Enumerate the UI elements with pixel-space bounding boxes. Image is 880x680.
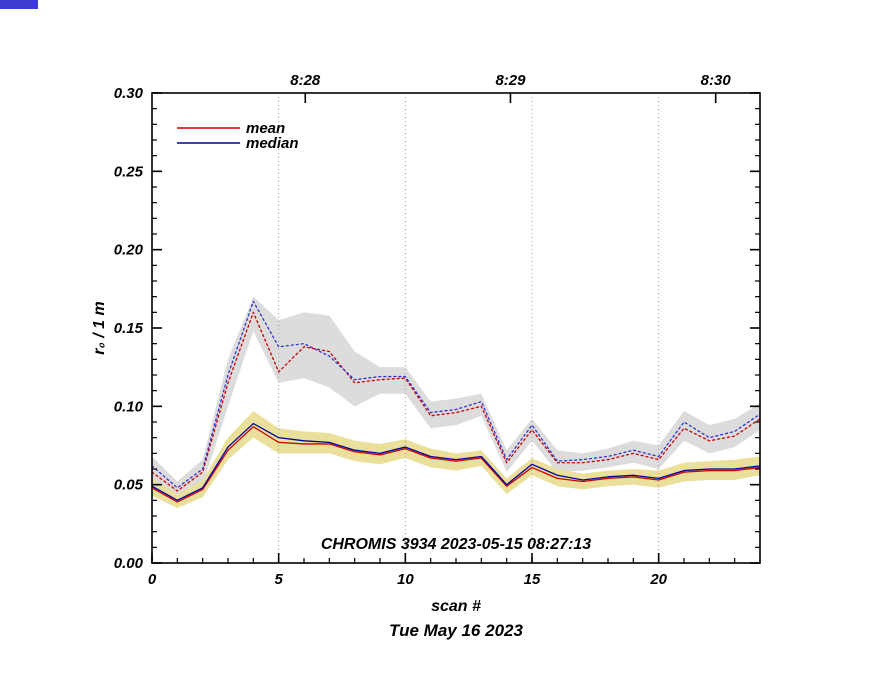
- legend-mean-label: mean: [246, 120, 285, 137]
- top-time-label: 8:29: [495, 72, 526, 89]
- x-axis-label: scan #: [431, 598, 481, 615]
- median-dotted-line: [151, 300, 761, 489]
- median-line: [151, 422, 761, 501]
- mean-dotted-line: [151, 311, 761, 492]
- top-left-accent-bar: [0, 0, 38, 9]
- mean-line: [151, 426, 761, 503]
- y-tick-label: 0.20: [114, 242, 144, 259]
- date-label: Tue May 16 2023: [389, 621, 523, 640]
- top-time-label: 8:28: [290, 72, 321, 89]
- plot-overlay: mean median CHROMIS 3934 2023-05-15 08:2…: [91, 120, 591, 640]
- plot-body: 0 5 10 15 20 0.00 0.05 0.10 0.15 0.20 0.25 0.30 8:28…: [114, 72, 761, 588]
- x-tick-label: 10: [397, 571, 414, 588]
- y-tick-label: 0.10: [114, 398, 144, 415]
- y-axis-label: r₀ / 1 m: [91, 301, 108, 354]
- legend-median-label: median: [246, 135, 299, 152]
- x-tick-label: 5: [274, 571, 283, 588]
- y-tick-label: 0.15: [114, 320, 144, 337]
- top-time-label: 8:30: [701, 72, 732, 89]
- x-tick-label: 0: [148, 571, 157, 588]
- y-tick-label: 0.05: [114, 477, 144, 494]
- x-tick-label: 20: [649, 571, 667, 588]
- annotation: CHROMIS 3934 2023-05-15 08:27:13: [321, 536, 591, 553]
- y-tick-label: 0.30: [114, 85, 144, 102]
- y-tick-label: 0.00: [114, 555, 144, 572]
- y-tick-label: 0.25: [114, 163, 144, 180]
- x-tick-label: 15: [524, 571, 541, 588]
